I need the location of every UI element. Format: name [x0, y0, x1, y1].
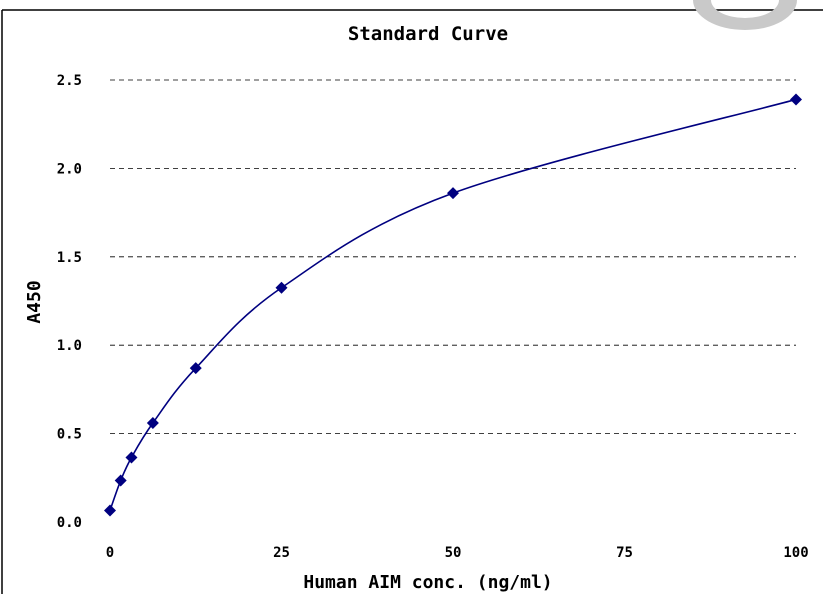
gridlines — [110, 79, 796, 435]
data-point-marker — [790, 93, 802, 106]
x-tick-label: 75 — [616, 545, 633, 561]
data-point-marker — [447, 187, 459, 200]
x-tick-label: 0 — [106, 545, 114, 561]
data-markers — [104, 93, 802, 517]
data-point-marker — [104, 504, 116, 517]
data-point-marker — [125, 451, 138, 464]
standard-curve-line — [109, 98, 797, 511]
x-axis-ticks: 0 25 50 75 100 — [106, 545, 809, 561]
x-tick-label: 25 — [273, 545, 290, 561]
y-axis-ticks: 0.0 0.5 1.0 1.5 2.0 2.5 — [57, 73, 82, 531]
chart-title: Standard Curve — [348, 23, 508, 45]
y-tick-label: 0.5 — [57, 427, 82, 443]
data-point-marker — [114, 474, 127, 487]
x-axis-label: Human AIM conc. (ng/ml) — [303, 572, 552, 593]
data-point-marker — [146, 416, 159, 429]
y-tick-label: 0.0 — [57, 515, 82, 531]
cropped-logo-mark — [693, 0, 797, 30]
data-point-marker — [275, 281, 288, 294]
y-tick-label: 2.5 — [57, 73, 82, 89]
x-tick-label: 50 — [445, 545, 462, 561]
y-tick-label: 2.0 — [57, 161, 82, 177]
y-tick-label: 1.0 — [57, 338, 82, 354]
x-tick-label: 100 — [783, 545, 808, 561]
y-axis-label: A450 — [24, 280, 45, 323]
data-point-marker — [189, 362, 202, 375]
y-tick-label: 1.5 — [57, 250, 82, 266]
